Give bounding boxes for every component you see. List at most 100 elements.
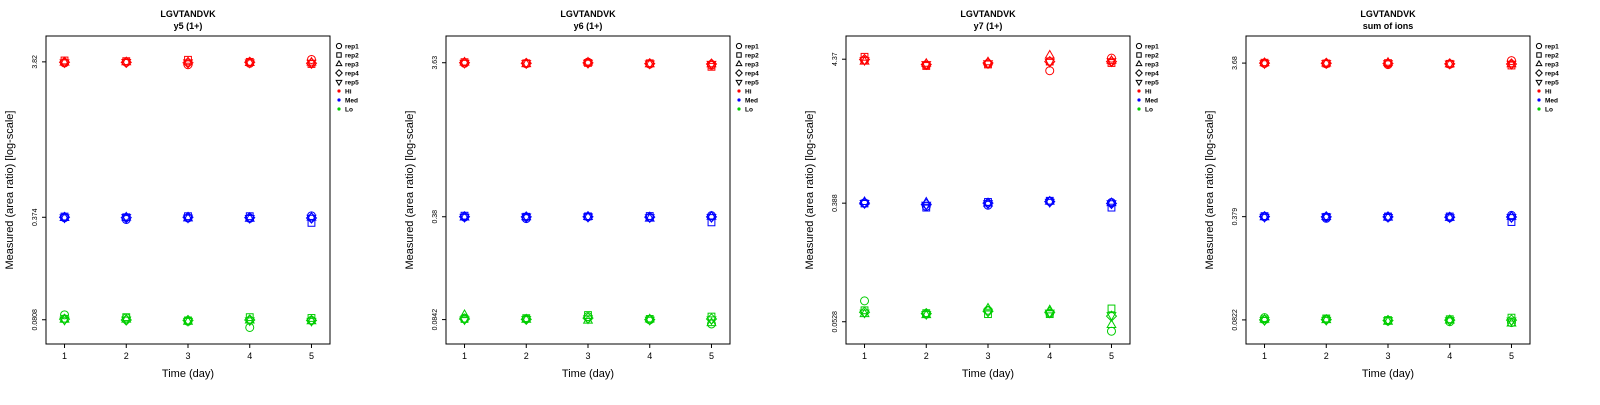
x-tick-label: 1 — [1262, 351, 1267, 361]
data-point — [1259, 317, 1270, 327]
x-tick-label: 2 — [924, 351, 929, 361]
y-tick-label: 3.68 — [1232, 56, 1239, 70]
x-tick-label: 1 — [862, 351, 867, 361]
plot-box — [445, 35, 731, 345]
y-axis-ticks: 3.82 0.374 0.0808 — [32, 55, 46, 330]
data-point — [1506, 317, 1517, 327]
data-point — [582, 59, 594, 69]
y-tick-label: 0.0822 — [1232, 309, 1239, 331]
data-point — [244, 314, 255, 324]
chart-header: LGVTANDVK sum of ions — [1360, 9, 1416, 31]
data-point — [1044, 49, 1055, 59]
data-point — [582, 56, 594, 66]
legend-label: rep3 — [1545, 62, 1559, 69]
data-point — [582, 210, 594, 220]
x-axis-ticks: 1 2 3 4 5 — [62, 344, 314, 361]
y-tick-label: 0.38 — [432, 210, 439, 224]
data-point — [306, 211, 317, 221]
chart-panel-y7: LGVTANDVK y7 (1+) Measured (area ratio) [l… — [800, 0, 1200, 400]
legend: rep1 rep2 rep3 rep4 rep5 Hi Med Lo — [1535, 42, 1559, 114]
legend-item-rep2: rep2 — [1536, 52, 1559, 60]
chart-subtitle: y5 (1+) — [174, 21, 203, 31]
data-point — [244, 59, 255, 69]
legend-item-rep4: rep4 — [1535, 69, 1559, 78]
data-point — [459, 309, 470, 319]
data-point — [1382, 56, 1394, 66]
data-point — [245, 322, 255, 332]
legend-item-rep5: rep5 — [735, 80, 759, 87]
legend-label: rep1 — [1545, 44, 1559, 51]
data-point — [1106, 312, 1117, 322]
data-point — [182, 56, 194, 66]
data-point — [860, 296, 870, 306]
points — [1258, 56, 1518, 328]
data-point — [706, 316, 717, 326]
legend-item-rep4: rep4 — [1135, 69, 1159, 78]
plot-box — [845, 35, 1131, 345]
legend-item-rep3: rep3 — [735, 59, 759, 69]
data-point — [1106, 197, 1117, 207]
data-point — [921, 201, 932, 211]
data-point — [859, 309, 870, 319]
data-point — [244, 214, 255, 225]
legend-item-rep5: rep5 — [1535, 80, 1559, 87]
y-tick-label: 0.388 — [832, 194, 839, 212]
data-point — [1259, 57, 1270, 67]
legend-label: rep3 — [745, 62, 759, 69]
legend-item-rep3: rep3 — [1135, 59, 1159, 69]
y-axis-label: Measured (area ratio) [log-scale] — [404, 111, 416, 270]
data-point — [584, 311, 592, 319]
legend-label: Hi — [1545, 89, 1552, 96]
chart-panel-y5: LGVTANDVK y5 (1+) Measured (area ratio) [l… — [0, 0, 400, 400]
data-point — [982, 197, 994, 207]
data-point — [1506, 210, 1517, 220]
data-point — [1382, 211, 1394, 221]
x-axis-label: Time (day) — [962, 368, 1014, 380]
legend-item-rep5: rep5 — [1135, 80, 1159, 87]
legend-label: rep5 — [1145, 80, 1159, 87]
data-point — [921, 61, 932, 71]
data-point — [1045, 66, 1055, 76]
x-tick-label: 4 — [247, 351, 252, 361]
x-tick-label: 2 — [1324, 351, 1329, 361]
data-point — [521, 60, 532, 70]
legend-item-Lo: Lo — [737, 107, 753, 114]
data-point — [982, 308, 994, 318]
legend-label: rep2 — [1545, 53, 1559, 60]
data-point — [1321, 316, 1332, 326]
data-point — [121, 214, 132, 224]
y-tick-label: 0.374 — [32, 208, 39, 226]
legend-label: rep5 — [745, 80, 759, 87]
data-point — [1259, 313, 1270, 323]
y-axis-ticks: 4.37 0.388 0.0528 — [832, 52, 846, 332]
data-point — [182, 59, 194, 69]
legend-label: Lo — [1545, 107, 1553, 114]
data-point — [1321, 57, 1332, 67]
x-axis-label: Time (day) — [162, 368, 214, 380]
x-axis-label: Time (day) — [562, 368, 614, 380]
data-point — [982, 302, 994, 312]
data-point — [1382, 317, 1394, 327]
data-point — [1444, 58, 1455, 68]
data-point — [182, 212, 194, 222]
x-axis-ticks: 1 2 3 4 5 — [462, 344, 714, 361]
data-point — [1106, 58, 1117, 68]
data-point — [1044, 198, 1055, 208]
data-point — [59, 59, 70, 69]
data-point — [921, 57, 932, 67]
data-point — [522, 212, 531, 221]
legend-item-Hi: Hi — [1537, 89, 1552, 96]
data-point — [182, 315, 194, 325]
data-point — [121, 56, 132, 66]
legend-item-rep4: rep4 — [335, 69, 359, 78]
data-point — [644, 60, 655, 70]
legend-label: rep4 — [745, 71, 759, 78]
legend-label: Hi — [1145, 89, 1152, 96]
legend-item-rep1: rep1 — [735, 42, 759, 51]
data-point — [1444, 317, 1455, 327]
data-point — [306, 315, 317, 325]
points — [858, 49, 1118, 336]
data-point — [244, 212, 255, 222]
legend-label: Med — [745, 98, 758, 105]
